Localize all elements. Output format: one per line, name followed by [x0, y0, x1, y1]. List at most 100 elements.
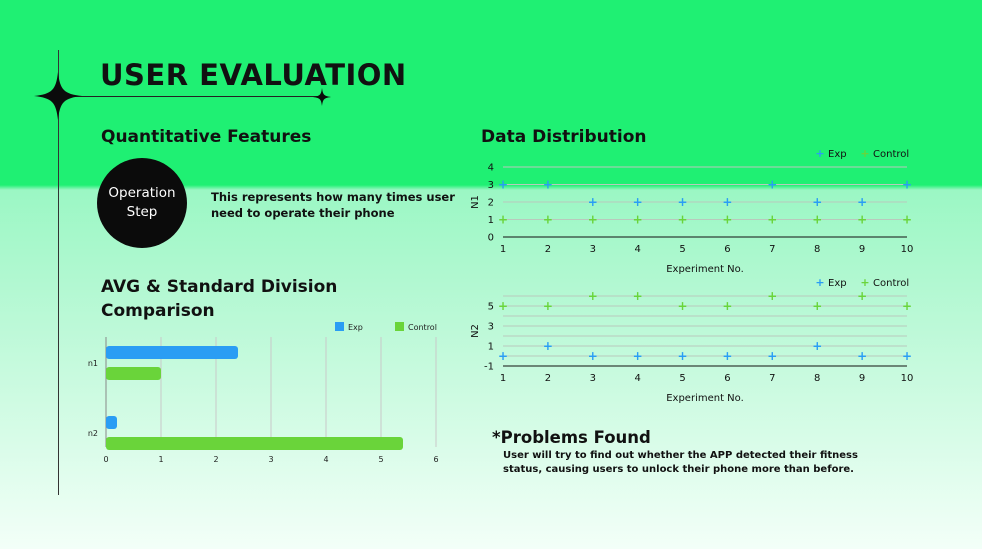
n2-chart-point-exp: + — [633, 349, 643, 363]
n2-chart-legend-marker: + — [815, 276, 824, 289]
bar-chart-x-tick-label: 3 — [268, 455, 273, 464]
n1-chart-point-exp: + — [902, 178, 912, 192]
n1-chart-point-control: + — [902, 213, 912, 227]
n1-chart-y-tick-label: 4 — [488, 163, 494, 174]
n2-chart-x-tick-label: 10 — [901, 373, 914, 384]
n1-chart-x-tick-label: 10 — [901, 244, 914, 255]
n1-chart-legend-marker: + — [860, 147, 869, 160]
n1-chart-x-tick-label: 9 — [859, 244, 865, 255]
bar-exp-n1 — [106, 346, 238, 359]
n1-chart-y-tick-label: 1 — [488, 215, 494, 226]
n1-chart-point-control: + — [812, 213, 822, 227]
bar-control-n1 — [106, 367, 161, 380]
n1-chart-point-control: + — [678, 213, 688, 227]
avg-comparison-heading: AVG & Standard Division Comparison — [101, 275, 337, 323]
n1-chart-x-tick-label: 4 — [634, 244, 640, 255]
n2-chart-x-tick-label: 8 — [814, 373, 820, 384]
n1-chart-point-exp: + — [678, 195, 688, 209]
bar-control-n2 — [106, 437, 403, 450]
decor-horizontal-line — [58, 96, 322, 97]
n1-chart-x-tick-label: 3 — [590, 244, 596, 255]
operation-step-label-line2: Step — [126, 204, 158, 220]
n1-chart-x-tick-label: 7 — [769, 244, 775, 255]
bar-chart-x-tick-label: 1 — [158, 455, 163, 464]
n1-chart-point-control: + — [543, 213, 553, 227]
bar-chart-category-label: n1 — [88, 359, 98, 368]
n1-chart-y-tick-label: 0 — [488, 233, 494, 244]
n1-chart-x-tick-label: 2 — [545, 244, 551, 255]
n1-chart-point-exp: + — [543, 178, 553, 192]
n2-chart-point-control: + — [722, 299, 732, 313]
n1-chart-point-control: + — [767, 213, 777, 227]
problems-found-text: User will try to find out whether the AP… — [503, 450, 858, 475]
bar-chart-category-label: n2 — [88, 429, 98, 438]
avg-heading-line2: Comparison — [101, 301, 215, 321]
bar-chart-x-tick-label: 2 — [213, 455, 218, 464]
sparkle-star-icon — [34, 72, 82, 120]
operation-step-label-line1: Operation — [108, 185, 176, 201]
n2-chart-point-control: + — [498, 299, 508, 313]
n2-chart-x-tick-label: 1 — [500, 373, 506, 384]
n2-chart-point-exp: + — [678, 349, 688, 363]
n2-chart-point-control: + — [902, 299, 912, 313]
n2-chart-point-control: + — [767, 289, 777, 303]
operation-step-badge: Operation Step — [97, 158, 187, 248]
n1-chart-x-tick-label: 8 — [814, 244, 820, 255]
n2-chart-legend-label: Exp — [828, 278, 847, 289]
avg-heading-line1: AVG & Standard Division — [101, 277, 338, 297]
n2-chart-point-control: + — [588, 289, 598, 303]
n2-chart-x-tick-label: 2 — [545, 373, 551, 384]
n2-chart-x-tick-label: 4 — [634, 373, 640, 384]
n2-chart-point-exp: + — [767, 349, 777, 363]
quantitative-features-heading: Quantitative Features — [101, 127, 312, 147]
bar-chart-x-tick-label: 6 — [433, 455, 438, 464]
n2-chart-x-tick-label: 3 — [590, 373, 596, 384]
n1-chart-x-tick-label: 1 — [500, 244, 506, 255]
n2-chart-point-exp: + — [543, 339, 553, 353]
n2-chart-x-axis-label: Experiment No. — [666, 393, 744, 404]
n2-chart-legend-label: Control — [873, 278, 909, 289]
n2-chart-point-control: + — [857, 289, 867, 303]
n2-chart-point-exp: + — [588, 349, 598, 363]
n1-chart-point-control: + — [588, 213, 598, 227]
n1-chart-point-control: + — [498, 213, 508, 227]
n1-chart-point-control: + — [857, 213, 867, 227]
avg-comparison-bar-chart: 0 1 2 3 4 5 6 n1 n2 Exp Control — [88, 322, 439, 464]
n1-chart-point-control: + — [633, 213, 643, 227]
operation-step-description: This represents how many times user need… — [211, 190, 455, 220]
bar-exp-n2 — [106, 416, 117, 429]
n1-chart-point-exp: + — [588, 195, 598, 209]
bar-chart-x-tick-label: 4 — [323, 455, 328, 464]
n2-chart-point-exp: + — [498, 349, 508, 363]
n2-chart-point-exp: + — [857, 349, 867, 363]
bar-chart-legend-swatch — [335, 322, 344, 331]
n2-chart-x-tick-label: 7 — [769, 373, 775, 384]
n1-chart-point-control: + — [722, 213, 732, 227]
n2-chart-legend-marker: + — [860, 276, 869, 289]
n2-chart-x-tick-label: 9 — [859, 373, 865, 384]
n2-chart-y-axis-label: N2 — [470, 324, 481, 338]
n2-chart-point-exp: + — [812, 339, 822, 353]
n1-chart-point-exp: + — [633, 195, 643, 209]
n1-chart-point-exp: + — [722, 195, 732, 209]
bar-chart-legend-label: Exp — [348, 323, 363, 332]
n1-chart-point-exp: + — [857, 195, 867, 209]
n2-chart-point-control: + — [543, 299, 553, 313]
bar-chart-legend-swatch — [395, 322, 404, 331]
n2-chart-y-tick-label: 1 — [488, 342, 494, 353]
n1-chart-point-exp: + — [498, 178, 508, 192]
n1-chart-x-tick-label: 5 — [679, 244, 685, 255]
n2-chart-point-control: + — [633, 289, 643, 303]
bar-chart-x-tick-label: 0 — [103, 455, 108, 464]
n1-chart-legend-marker: + — [815, 147, 824, 160]
n2-chart-point-control: + — [678, 299, 688, 313]
n2-chart-x-tick-label: 5 — [679, 373, 685, 384]
n1-chart-y-tick-label: 3 — [488, 180, 494, 191]
n2-chart-y-tick-label: 3 — [488, 322, 494, 333]
n1-chart-legend-label: Exp — [828, 149, 847, 160]
n2-chart-point-exp: + — [722, 349, 732, 363]
n2-chart-x-tick-label: 6 — [724, 373, 730, 384]
n2-scatter-chart: -1 1 3 5 1 2 3 4 5 6 7 8 9 10 Experiment No. N2 + + + + + + + +… — [470, 276, 914, 404]
n1-chart-x-axis-label: Experiment No. — [666, 264, 744, 275]
